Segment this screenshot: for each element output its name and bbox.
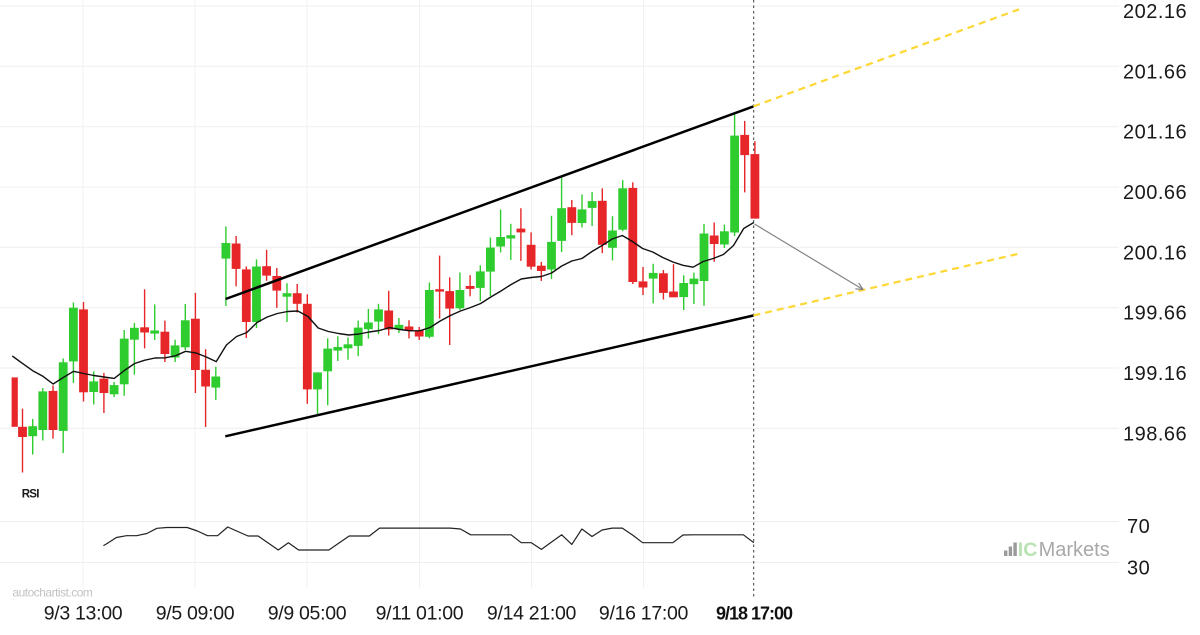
svg-text:9/18 17:00: 9/18 17:00: [716, 604, 793, 624]
svg-text:198.66: 198.66: [1123, 423, 1187, 445]
svg-text:202.16: 202.16: [1123, 1, 1187, 23]
svg-text:30: 30: [1127, 557, 1150, 579]
svg-text:9/11 01:00: 9/11 01:00: [376, 603, 464, 625]
svg-text:70: 70: [1127, 516, 1150, 538]
svg-text:201.16: 201.16: [1123, 122, 1187, 144]
svg-text:199.16: 199.16: [1123, 363, 1187, 385]
svg-text:199.66: 199.66: [1123, 303, 1187, 325]
svg-text:9/16 17:00: 9/16 17:00: [599, 603, 689, 625]
svg-text:200.66: 200.66: [1123, 182, 1187, 204]
svg-text:9/9 05:00: 9/9 05:00: [268, 603, 347, 625]
svg-text:201.66: 201.66: [1123, 61, 1187, 83]
svg-text:9/3 13:00: 9/3 13:00: [44, 603, 123, 625]
svg-text:autochartist.com: autochartist.com: [12, 585, 93, 599]
svg-text:9/5 09:00: 9/5 09:00: [156, 603, 235, 625]
svg-text:200.16: 200.16: [1123, 242, 1187, 264]
svg-text:9/14 21:00: 9/14 21:00: [487, 603, 577, 625]
svg-text:IC: IC: [1018, 539, 1038, 561]
svg-text:RSI: RSI: [22, 489, 40, 501]
svg-text:Markets: Markets: [1039, 539, 1110, 561]
